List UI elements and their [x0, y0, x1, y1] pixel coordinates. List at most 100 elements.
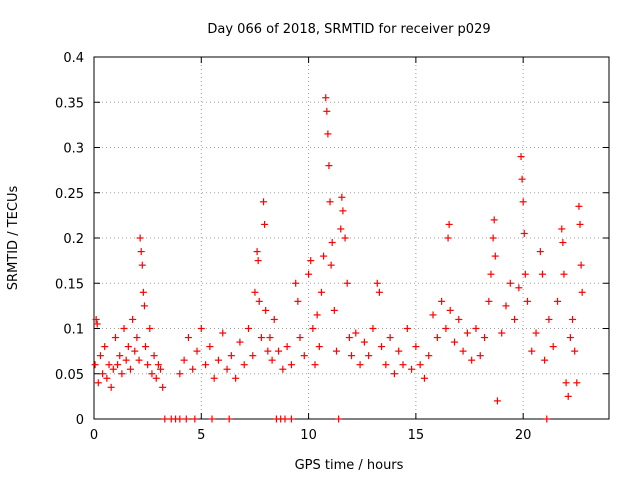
- data-point: [126, 365, 134, 373]
- data-point: [521, 270, 529, 278]
- data-point: [191, 415, 199, 423]
- data-point: [511, 315, 519, 323]
- data-point: [206, 343, 214, 351]
- data-point: [103, 374, 111, 382]
- data-point: [577, 261, 585, 269]
- data-point: [313, 311, 321, 319]
- y-tick-label: 0.1: [63, 323, 84, 338]
- data-point: [335, 415, 343, 423]
- data-point: [180, 356, 188, 364]
- data-point: [536, 248, 544, 256]
- data-point: [305, 270, 313, 278]
- data-point: [257, 334, 265, 342]
- data-point: [502, 302, 510, 310]
- data-point: [442, 325, 450, 332]
- data-point: [96, 352, 104, 360]
- data-point: [261, 220, 269, 228]
- data-point: [323, 107, 331, 115]
- data-point: [101, 343, 109, 351]
- data-point: [159, 383, 167, 391]
- data-point: [408, 365, 416, 373]
- data-point: [386, 334, 394, 342]
- data-point: [136, 234, 144, 242]
- data-point: [146, 325, 154, 332]
- data-point: [144, 361, 152, 369]
- data-point: [339, 207, 347, 215]
- data-point: [300, 352, 308, 360]
- data-point: [268, 356, 276, 364]
- data-point: [322, 94, 330, 102]
- data-point: [549, 343, 557, 351]
- data-point: [433, 334, 441, 342]
- data-point: [493, 397, 501, 405]
- chart-title: Day 066 of 2018, SRMTID for receiver p02…: [207, 22, 490, 37]
- data-point: [332, 347, 340, 355]
- data-point: [232, 374, 240, 382]
- data-point: [476, 352, 484, 360]
- x-tick-label: 5: [197, 428, 205, 443]
- data-point: [311, 361, 319, 369]
- data-point: [227, 352, 235, 360]
- data-point: [148, 370, 156, 378]
- data-point: [281, 415, 289, 423]
- data-point: [425, 352, 433, 360]
- data-point: [532, 329, 540, 337]
- y-tick-label: 0.25: [55, 187, 84, 202]
- data-point: [327, 261, 335, 269]
- data-point: [517, 153, 525, 161]
- data-point: [317, 288, 325, 296]
- data-point: [184, 334, 192, 342]
- data-point: [109, 365, 117, 373]
- data-point: [118, 370, 126, 378]
- data-point: [266, 334, 274, 342]
- data-point: [315, 343, 323, 351]
- y-axis-label: SRMTID / TECUs: [6, 186, 21, 291]
- data-point: [275, 347, 283, 355]
- x-axis: 0 5 10 15 20: [90, 57, 531, 443]
- data-point: [373, 279, 381, 287]
- data-point: [468, 356, 476, 364]
- data-point: [287, 415, 295, 423]
- data-point: [554, 297, 561, 305]
- data-point: [240, 361, 248, 369]
- data-point: [324, 130, 332, 138]
- data-point: [390, 370, 398, 378]
- data-point: [182, 415, 190, 423]
- data-point: [560, 270, 568, 278]
- data-point: [189, 365, 197, 373]
- y-tick-label: 0.05: [55, 368, 84, 383]
- data-point: [154, 361, 162, 369]
- data-point: [403, 325, 411, 332]
- data-point: [124, 343, 132, 351]
- plot-frame: [93, 56, 610, 420]
- data-point: [245, 325, 252, 332]
- data-point: [91, 361, 99, 369]
- y-tick-label: 0.2: [63, 232, 84, 247]
- data-point: [438, 297, 446, 305]
- data-point: [152, 374, 160, 382]
- data-point: [255, 297, 263, 305]
- data-point: [463, 329, 471, 337]
- data-point: [356, 361, 364, 369]
- data-point: [219, 329, 227, 337]
- x-tick-label: 15: [408, 428, 425, 443]
- data-point: [223, 365, 231, 373]
- data-point: [444, 234, 452, 242]
- data-point: [225, 415, 233, 423]
- data-point: [249, 352, 257, 360]
- data-point: [328, 239, 336, 247]
- data-point: [519, 198, 527, 206]
- data-point: [135, 356, 143, 364]
- data-point: [345, 334, 353, 342]
- data-point: [138, 261, 146, 269]
- y-tick-label: 0.15: [55, 277, 84, 292]
- data-point: [251, 288, 259, 296]
- data-point: [365, 352, 373, 360]
- data-point: [157, 365, 165, 373]
- data-point: [545, 315, 553, 323]
- data-point: [489, 234, 497, 242]
- data-point: [330, 306, 338, 314]
- data-point: [515, 284, 523, 292]
- data-point: [559, 239, 567, 247]
